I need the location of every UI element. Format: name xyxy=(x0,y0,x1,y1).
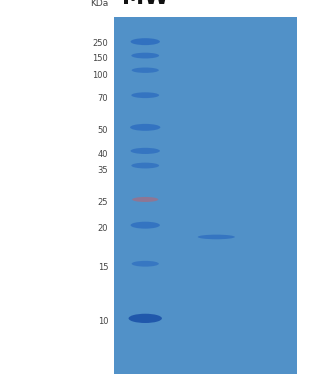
Ellipse shape xyxy=(132,197,158,202)
Text: 10: 10 xyxy=(98,317,108,327)
Ellipse shape xyxy=(130,148,160,154)
Ellipse shape xyxy=(198,235,235,239)
Text: 100: 100 xyxy=(92,71,108,80)
Ellipse shape xyxy=(130,124,160,131)
Text: KDa: KDa xyxy=(90,0,108,8)
Text: 150: 150 xyxy=(92,54,108,63)
Text: MW: MW xyxy=(122,0,168,8)
Text: 70: 70 xyxy=(98,94,108,103)
Ellipse shape xyxy=(131,52,159,58)
Ellipse shape xyxy=(129,314,162,323)
Text: 250: 250 xyxy=(92,39,108,47)
Ellipse shape xyxy=(132,68,159,73)
Ellipse shape xyxy=(132,261,159,267)
Text: 25: 25 xyxy=(98,198,108,207)
Ellipse shape xyxy=(131,92,159,98)
Text: 15: 15 xyxy=(98,263,108,272)
Ellipse shape xyxy=(131,163,159,168)
FancyBboxPatch shape xyxy=(114,17,297,374)
Ellipse shape xyxy=(130,222,160,229)
Text: 50: 50 xyxy=(98,126,108,135)
Ellipse shape xyxy=(130,38,160,45)
Text: 40: 40 xyxy=(98,150,108,159)
Text: 20: 20 xyxy=(98,224,108,233)
Text: 35: 35 xyxy=(98,166,108,175)
